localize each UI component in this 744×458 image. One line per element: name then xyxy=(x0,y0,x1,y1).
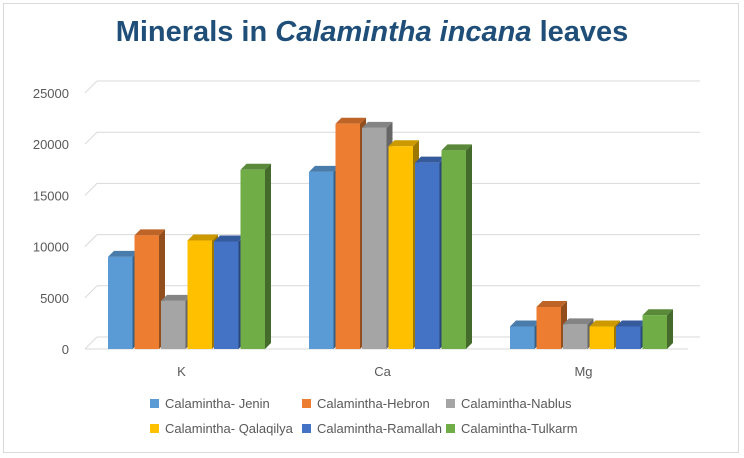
bar xyxy=(510,326,535,349)
bar xyxy=(441,150,466,349)
y-tick-label: 20000 xyxy=(33,137,69,152)
bar-side xyxy=(667,309,673,349)
bar xyxy=(187,240,212,349)
x-tick-label: Ca xyxy=(374,364,391,379)
bar-top xyxy=(589,320,620,327)
y-tick-label: 5000 xyxy=(40,291,69,306)
y-tick-label: 0 xyxy=(62,342,69,357)
gridline-depth xyxy=(84,131,98,145)
bar-top xyxy=(362,121,393,128)
bar-top xyxy=(415,156,446,163)
bar xyxy=(415,162,440,349)
bar-top xyxy=(510,320,541,327)
bar-top xyxy=(335,117,366,124)
y-tick-label: 25000 xyxy=(33,86,69,101)
title-part-1: Minerals in xyxy=(115,16,276,48)
bar-top xyxy=(536,301,567,308)
legend-label: Calamintha- Jenin xyxy=(165,396,270,411)
chart-title: Minerals in Calamintha incana leaves xyxy=(0,16,744,49)
title-part-3: leaves xyxy=(531,16,629,48)
legend-label: Calamintha-Hebron xyxy=(317,396,430,411)
legend-swatch xyxy=(302,424,311,433)
bar-top xyxy=(240,163,271,170)
bar-top xyxy=(187,234,218,241)
x-tick-label: K xyxy=(177,364,186,379)
gridline-depth xyxy=(84,234,98,247)
bar-top xyxy=(388,140,419,147)
bar-side xyxy=(265,163,271,349)
legend-item: Calamintha- Qalaqilya xyxy=(150,421,293,436)
legend-label: Calamintha-Tulkarm xyxy=(461,421,578,436)
title-part-species: Calamintha incana xyxy=(275,16,532,48)
bar-top xyxy=(134,229,165,236)
bar xyxy=(563,324,588,349)
legend-swatch xyxy=(446,399,455,408)
bar-top xyxy=(161,294,192,301)
legend-item: Calamintha-Nablus xyxy=(446,396,572,411)
bar xyxy=(214,241,239,349)
legend-label: Calamintha-Ramallah xyxy=(317,421,442,436)
x-tick-label: Mg xyxy=(574,364,592,379)
gridline-depth xyxy=(84,80,98,94)
legend-label: Calamintha-Nablus xyxy=(461,396,572,411)
bar xyxy=(589,326,614,349)
bar-top xyxy=(563,318,594,325)
legend-label: Calamintha- Qalaqilya xyxy=(165,421,293,436)
bar xyxy=(309,171,334,349)
gridline-depth xyxy=(84,336,98,350)
legend-item: Calamintha-Hebron xyxy=(302,396,430,411)
bar xyxy=(108,256,133,349)
bar xyxy=(335,123,360,349)
bar-side xyxy=(466,144,472,349)
bar-top xyxy=(214,235,245,242)
bar xyxy=(240,169,265,349)
bar-top xyxy=(309,165,340,172)
legend-item: Calamintha-Tulkarm xyxy=(446,421,578,436)
bar xyxy=(642,315,667,349)
legend-swatch xyxy=(150,399,159,408)
gridline-depth xyxy=(84,183,98,196)
bar xyxy=(161,300,186,349)
bar xyxy=(134,235,159,349)
y-tick-label: 15000 xyxy=(33,188,69,203)
bar-top xyxy=(616,320,647,327)
y-tick-label: 10000 xyxy=(33,240,69,255)
legend-swatch xyxy=(150,424,159,433)
bar-top xyxy=(441,144,472,151)
bar-top xyxy=(108,250,139,257)
gridline-depth xyxy=(84,285,98,299)
legend-swatch xyxy=(302,399,311,408)
bar xyxy=(616,326,641,349)
bar xyxy=(536,307,561,349)
legend-item: Calamintha- Jenin xyxy=(150,396,270,411)
legend-item: Calamintha-Ramallah xyxy=(302,421,442,436)
legend-swatch xyxy=(446,424,455,433)
bar-top xyxy=(642,309,673,316)
bar xyxy=(362,127,387,349)
bar xyxy=(388,146,413,349)
